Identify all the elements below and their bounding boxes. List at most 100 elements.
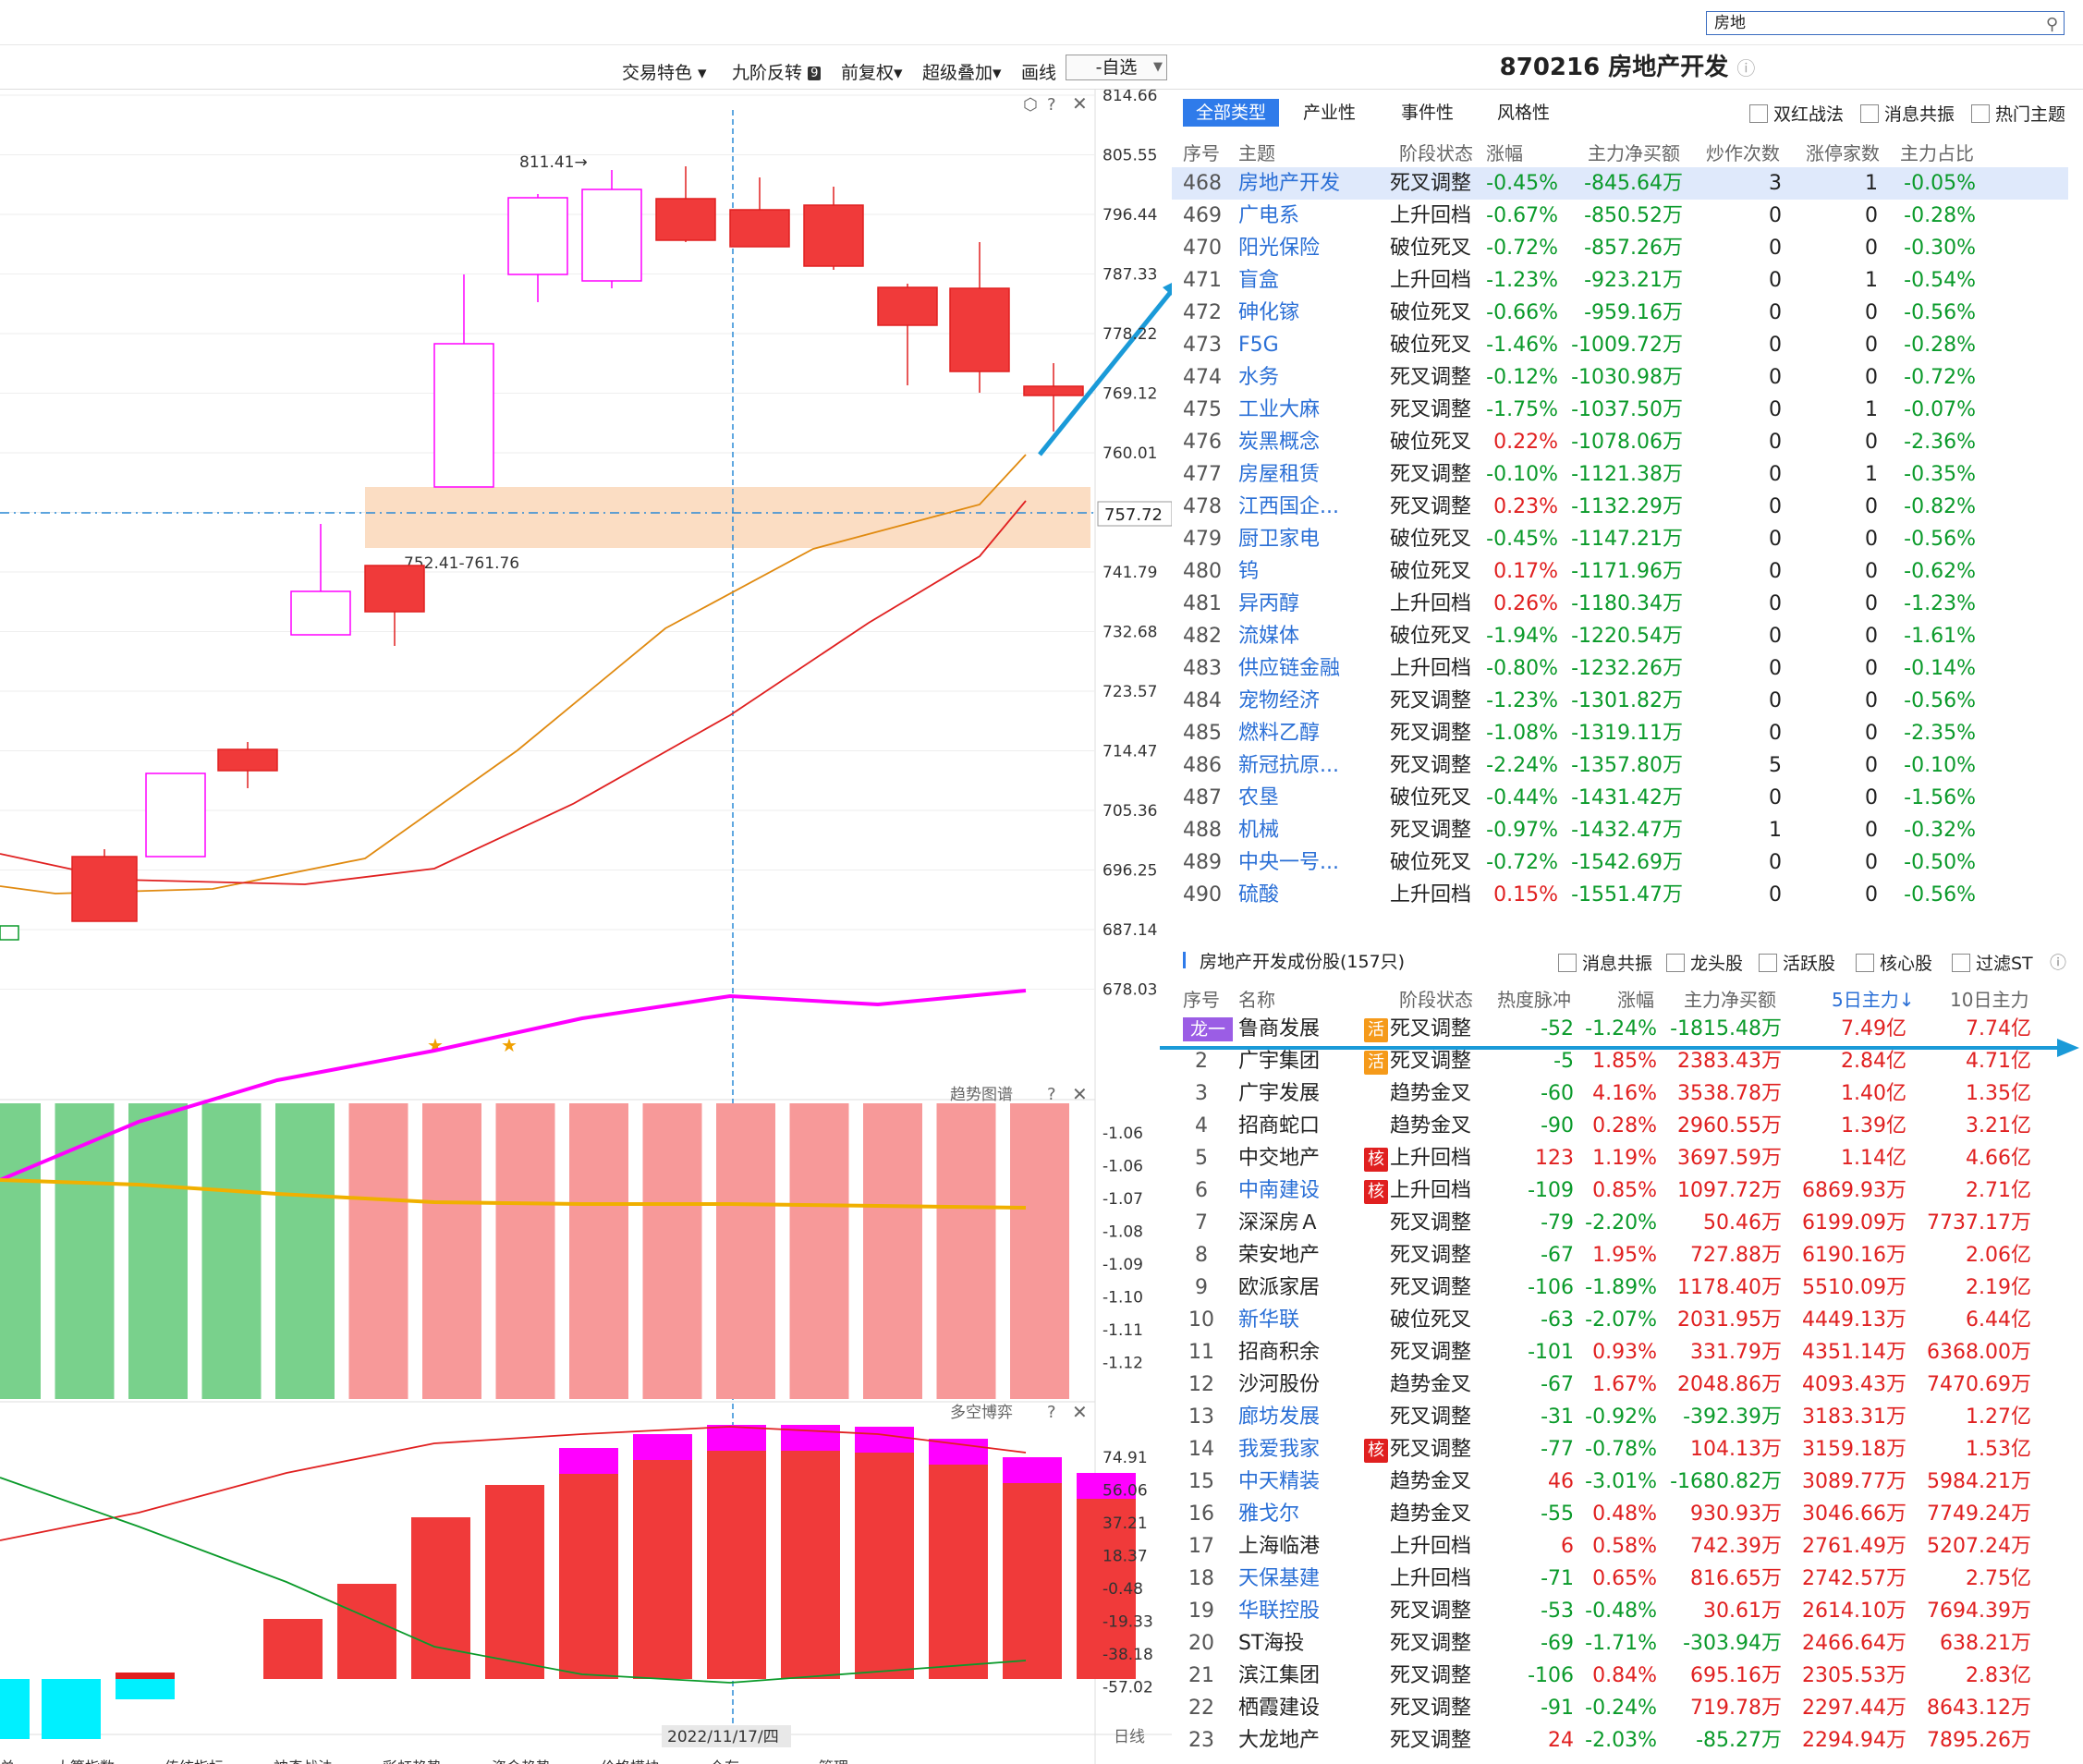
stock-name[interactable]: 中交地产 — [1238, 1147, 1321, 1170]
core-checkbox[interactable]: 核心股 — [1856, 950, 1932, 975]
table-row[interactable]: 3 广宇发展 趋势金叉 -60 4.16% 3538.78万 1.40亿 1.35亿 — [1172, 1077, 2068, 1110]
checkbox-box[interactable] — [1856, 954, 1874, 972]
stock-name[interactable]: 上海临港 — [1238, 1535, 1321, 1558]
table-row[interactable]: 17 上海临港 上升回档 6 0.58% 742.39万 2761.49万 5207.24万 — [1172, 1530, 2068, 1563]
help-icon[interactable]: ? — [1047, 1085, 1056, 1104]
theme-name[interactable]: 广电系 — [1238, 204, 1300, 227]
stock-name[interactable]: 中天精装 — [1238, 1470, 1321, 1493]
table-row[interactable]: 19 华联控股 死叉调整 -53 -0.48% 30.61万 2614.10万 7694.39… — [1172, 1595, 2068, 1627]
table-row[interactable]: 487 农垦 破位死叉 -0.44% -1431.42万 0 0 -1.56% — [1172, 782, 2068, 814]
theme-name[interactable]: 中央一号... — [1238, 851, 1339, 874]
overlay-menu[interactable]: 超级叠加▾ — [922, 63, 1002, 83]
search-input[interactable]: 房地 ⚲ — [1706, 11, 2065, 35]
table2-header[interactable]: 5日主力↓ — [1832, 989, 1915, 1011]
theme-name[interactable]: 炭黑概念 — [1238, 431, 1321, 454]
theme-name[interactable]: 钨 — [1238, 560, 1260, 583]
table2-header[interactable]: 阶段状态 — [1399, 989, 1473, 1011]
theme-name[interactable]: 新冠抗原... — [1238, 754, 1339, 777]
table2-header[interactable]: 名称 — [1238, 989, 1275, 1011]
table-row[interactable]: 468 房地产开发 死叉调整 -0.45% -845.64万 3 1 -0.05% — [1172, 167, 2068, 200]
table-row[interactable]: 13 廊坊发展 死叉调整 -31 -0.92% -392.39万 3183.31万 1.27亿 — [1172, 1401, 2068, 1433]
theme-name[interactable]: 江西国企... — [1238, 495, 1339, 518]
table-row[interactable]: 472 砷化镓 破位死叉 -0.66% -959.16万 0 0 -0.56% — [1172, 297, 2068, 329]
bottom-tab[interactable]: 仓存 — [710, 1755, 739, 1764]
table-row[interactable]: 482 流媒体 破位死叉 -1.94% -1220.54万 0 0 -1.61% — [1172, 620, 2068, 652]
table-row[interactable]: 4 招商蛇口 趋势金叉 -90 0.28% 2960.55万 1.39亿 3.21亿 — [1172, 1110, 2068, 1142]
watchlist-select[interactable]: -自选 ▼ — [1066, 55, 1167, 80]
news-resonance-checkbox[interactable]: 消息共振 — [1860, 101, 1955, 126]
table-row[interactable]: 471 盲盒 上升回档 -1.23% -923.21万 0 1 -0.54% — [1172, 264, 2068, 297]
table-row[interactable]: 15 中天精装 趋势金叉 46 -3.01% -1680.82万 3089.77万 5984.… — [1172, 1466, 2068, 1498]
tab-style[interactable]: 风格性 — [1497, 103, 1551, 123]
active-checkbox[interactable]: 活跃股 — [1759, 950, 1835, 975]
checkbox-box[interactable] — [1759, 954, 1777, 972]
checkbox-box[interactable] — [1558, 954, 1577, 972]
theme-name[interactable]: 砷化镓 — [1238, 301, 1300, 324]
close-icon[interactable]: ✕ — [1072, 1401, 1088, 1423]
table-row[interactable]: 470 阳光保险 破位死叉 -0.72% -857.26万 0 0 -0.30% — [1172, 232, 2068, 264]
theme-name[interactable]: 工业大麻 — [1238, 398, 1321, 421]
stock-name[interactable]: 滨江集团 — [1238, 1664, 1321, 1687]
search-icon[interactable]: ⚲ — [2045, 15, 2058, 34]
theme-name[interactable]: 供应链金融 — [1238, 657, 1341, 680]
table-row[interactable]: 488 机械 死叉调整 -0.97% -1432.47万 1 0 -0.32% — [1172, 814, 2068, 846]
theme-name[interactable]: 宠物经济 — [1238, 689, 1321, 712]
theme-name[interactable]: 流媒体 — [1238, 625, 1300, 648]
stock-name[interactable]: 广宇集团 — [1238, 1050, 1321, 1073]
stock-name[interactable]: 招商蛇口 — [1238, 1114, 1321, 1137]
table-row[interactable]: 489 中央一号... 破位死叉 -0.72% -1542.69万 0 0 -0.50% — [1172, 846, 2068, 879]
table-row[interactable]: 483 供应链金融 上升回档 -0.80% -1232.26万 0 0 -0.14% — [1172, 652, 2068, 685]
stock-name[interactable]: 招商积余 — [1238, 1341, 1321, 1364]
table-row[interactable]: 20 ST海投 死叉调整 -69 -1.71% -303.94万 2466.64万 638.2… — [1172, 1627, 2068, 1660]
table-row[interactable]: 477 房屋租赁 死叉调整 -0.10% -1121.38万 0 1 -0.35% — [1172, 458, 2068, 491]
table1-header[interactable]: 序号 — [1183, 142, 1220, 164]
bottom-tab[interactable]: 资金趋势 — [492, 1755, 551, 1764]
help-icon[interactable]: ? — [1047, 1403, 1056, 1422]
table2-header[interactable]: 10日主力 — [1950, 989, 2029, 1011]
table-row[interactable]: 8 荣安地产 死叉调整 -67 1.95% 727.88万 6190.16万 2.06亿 — [1172, 1239, 2068, 1271]
table-row[interactable]: 14 我爱我家 核死叉调整 -77 -0.78% 104.13万 3159.18万 1.53亿 — [1172, 1433, 2068, 1466]
trade-feature-menu[interactable]: 交易特色 ▾ — [622, 63, 707, 83]
stock-name[interactable]: 大龙地产 — [1238, 1729, 1321, 1752]
table2-header[interactable]: 主力净买额 — [1684, 989, 1776, 1011]
hot-theme-checkbox[interactable]: 热门主题 — [1971, 101, 2065, 126]
info-icon[interactable]: ⓘ — [1736, 57, 1756, 79]
period-label[interactable]: 日线 — [1114, 1728, 1145, 1746]
search-value[interactable]: 房地 — [1714, 14, 1746, 32]
bottom-tab[interactable]: 彩虹趋势 — [383, 1755, 442, 1764]
table-row[interactable]: 481 异丙醇 上升回档 0.26% -1180.34万 0 0 -1.23% — [1172, 588, 2068, 620]
tab-industry[interactable]: 产业性 — [1303, 103, 1357, 123]
checkbox-box[interactable] — [1860, 104, 1879, 123]
table-row[interactable]: 490 硫酸 上升回档 0.15% -1551.47万 0 0 -0.56% — [1172, 879, 2068, 911]
table2-header[interactable]: 热度脉冲 — [1497, 989, 1571, 1011]
table-row[interactable]: 22 栖霞建设 死叉调整 -91 -0.24% 719.78万 2297.44万 8643.1… — [1172, 1692, 2068, 1724]
draw-line-button[interactable]: 画线 — [1021, 63, 1057, 83]
table-row[interactable]: 476 炭黑概念 破位死叉 0.22% -1078.06万 0 0 -2.36% — [1172, 426, 2068, 458]
table-row[interactable]: 16 雅戈尔 趋势金叉 -55 0.48% 930.93万 3046.66万 7749.24万 — [1172, 1498, 2068, 1530]
leader-checkbox[interactable]: 龙头股 — [1666, 950, 1743, 975]
settings-icon[interactable]: ⬡ — [1023, 95, 1038, 115]
table-row[interactable]: 11 招商积余 死叉调整 -101 0.93% 331.79万 4351.14万 6368.0… — [1172, 1336, 2068, 1369]
stock-name[interactable]: 我爱我家 — [1238, 1438, 1321, 1461]
bottom-tab[interactable]: 神奇战法 — [274, 1755, 333, 1764]
table-row[interactable]: 龙一 鲁商发展 活死叉调整 -52 -1.24% -1815.48万 7.49亿 7.74亿 — [1172, 1013, 2068, 1045]
table-row[interactable]: 486 新冠抗原... 死叉调整 -2.24% -1357.80万 5 0 -0.10% — [1172, 749, 2068, 782]
table-row[interactable]: 5 中交地产 核上升回档 123 1.19% 3697.59万 1.14亿 4.66亿 — [1172, 1142, 2068, 1174]
table-row[interactable]: 485 燃料乙醇 死叉调整 -1.08% -1319.11万 0 0 -2.35% — [1172, 717, 2068, 749]
table-row[interactable]: 474 水务 死叉调整 -0.12% -1030.98万 0 0 -0.72% — [1172, 361, 2068, 394]
table-row[interactable]: 479 厨卫家电 破位死叉 -0.45% -1147.21万 0 0 -0.56% — [1172, 523, 2068, 555]
help-icon[interactable]: ⓘ — [2050, 954, 2066, 973]
table-row[interactable]: 21 滨江集团 死叉调整 -106 0.84% 695.16万 2305.53万 2.83亿 — [1172, 1660, 2068, 1692]
theme-name[interactable]: 异丙醇 — [1238, 592, 1300, 615]
table-row[interactable]: 484 宠物经济 死叉调整 -1.23% -1301.82万 0 0 -0.56% — [1172, 685, 2068, 717]
table1-header[interactable]: 炒作次数 — [1706, 142, 1780, 164]
theme-name[interactable]: 厨卫家电 — [1238, 528, 1321, 551]
table1-header[interactable]: 主题 — [1238, 142, 1275, 164]
stock-name[interactable]: 鲁商发展 — [1238, 1017, 1321, 1040]
stock-name[interactable]: 中南建设 — [1238, 1179, 1321, 1202]
theme-name[interactable]: 硫酸 — [1238, 883, 1280, 906]
theme-name[interactable]: 房地产开发 — [1238, 172, 1341, 195]
stock-name[interactable]: 广宇发展 — [1238, 1082, 1321, 1105]
stock-name[interactable]: 荣安地产 — [1238, 1244, 1321, 1267]
table-row[interactable]: 478 江西国企... 死叉调整 0.23% -1132.29万 0 0 -0.82% — [1172, 491, 2068, 523]
